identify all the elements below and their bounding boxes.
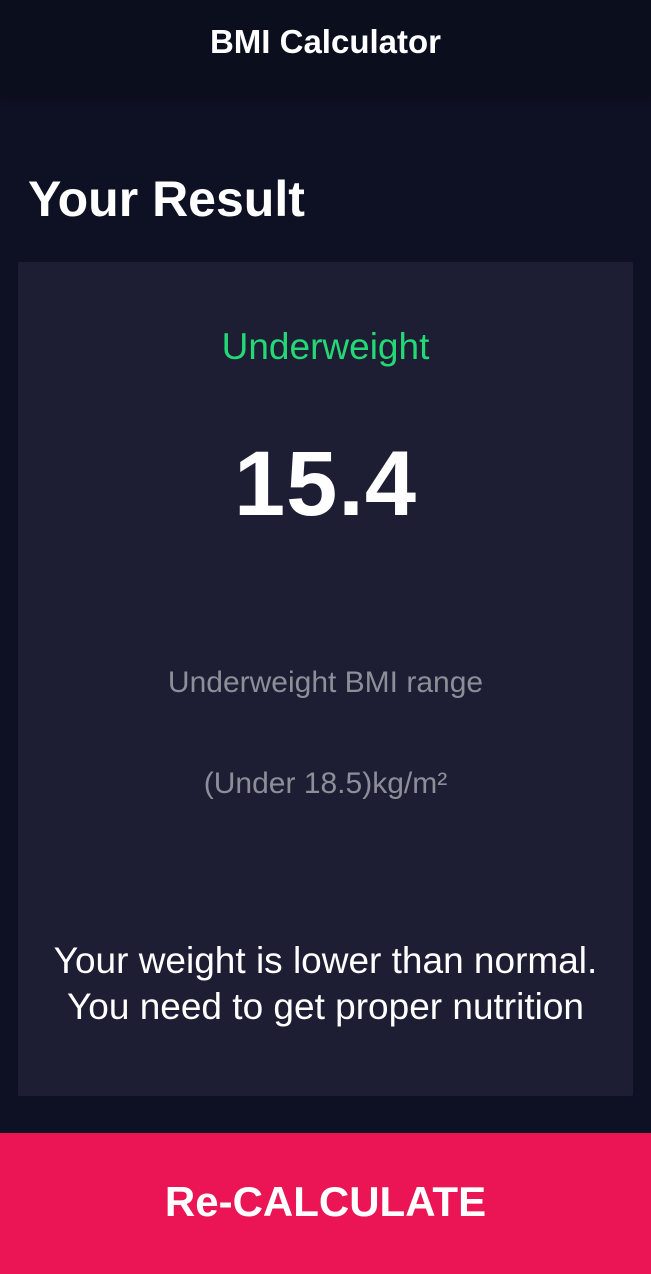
page-heading: Your Result bbox=[28, 171, 305, 227]
advice-line-1: Your weight is lower than normal. bbox=[53, 940, 598, 981]
app-title: BMI Calculator bbox=[209, 23, 442, 60]
result-card: Underweight 15.4 Underweight BMI range (… bbox=[18, 262, 633, 1096]
bmi-range-value: (Under 18.5)kg/m² bbox=[203, 767, 448, 800]
advice-line-2: You need to get proper nutrition bbox=[66, 986, 585, 1027]
recalculate-button-label: Re-CALCULATE bbox=[164, 1177, 487, 1225]
result-category: Underweight bbox=[221, 326, 430, 367]
advice-text: Your weight is lower than normal. You ne… bbox=[18, 938, 633, 1030]
recalculate-button[interactable]: Re-CALCULATE bbox=[0, 1133, 651, 1274]
bmi-range-label: Underweight BMI range bbox=[167, 666, 484, 699]
app-bar: BMI Calculator bbox=[0, 0, 651, 96]
bmi-value: 15.4 bbox=[233, 433, 418, 535]
